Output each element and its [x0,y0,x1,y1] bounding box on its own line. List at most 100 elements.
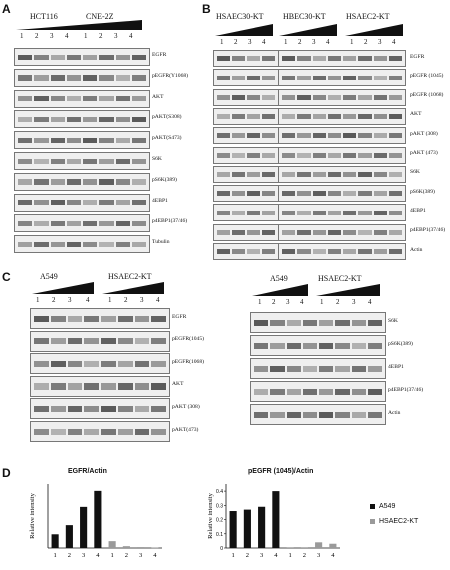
blot-band [254,342,269,349]
blot-band [66,200,81,206]
blot-band [327,133,341,139]
blot-band [312,94,326,100]
blot-band [358,210,372,216]
blot-band [34,158,49,164]
blot-band [84,428,99,435]
blot-band [247,249,260,255]
blot-band [50,241,65,247]
blot-band [50,179,65,185]
y-tick-label: 0.1 [216,532,223,538]
bar [137,547,145,548]
blot-band [50,116,65,123]
lane-number: 1 [84,32,88,40]
blot-band [101,428,116,435]
blot-band [66,54,81,60]
blot-band [282,210,296,216]
blot-band [18,96,33,102]
blot-strip [213,50,279,67]
blot-band [101,338,116,345]
blot-band [151,406,166,413]
lane-number: 4 [65,32,69,40]
blot-band [83,220,98,227]
lane-number: 2 [124,296,128,304]
blot-band [50,220,65,227]
bar [94,490,102,548]
blot-band [117,428,133,435]
blot-band [388,210,402,216]
blot-band [319,388,334,395]
blot-band [18,54,33,60]
legend-swatch-a549 [370,503,375,509]
blot-band [18,116,33,123]
x-tick-label: 1 [232,552,235,559]
blot-band [270,319,285,326]
blot-band [270,365,285,372]
blot-band [117,360,133,367]
blot-band [343,172,357,177]
blot-strip [278,88,406,106]
lane-number: 1 [320,298,324,306]
lane-number: 1 [220,38,224,46]
bar [65,525,73,548]
blot-band [50,338,66,345]
blot-band [101,315,116,322]
blot-band [373,114,387,119]
blot-band [286,365,301,372]
blot-strip [278,127,406,145]
lane-number: 2 [234,38,238,46]
blot-band [388,75,402,81]
lane-number: 3 [248,38,252,46]
blot-band [34,241,49,247]
blot-band [343,229,357,235]
blot-band [217,191,230,197]
blot-band [83,54,98,60]
blot-band [232,191,245,197]
blot-band [297,56,311,62]
legend-label-a549: A549 [379,503,396,510]
blot-band [99,54,114,60]
blot-label: 4EBP1 [152,197,168,204]
blot-band [297,152,311,158]
blot-band [343,56,357,62]
blot-band [18,158,33,164]
blot-band [115,137,130,143]
lane-number: 2 [35,32,39,40]
y-tick-label: 0 [220,546,223,552]
blot-label: EGFR [152,52,167,58]
lane-number: 4 [368,298,372,306]
blot-band [50,137,65,143]
blot-band [66,220,81,227]
blot-band [66,137,81,143]
blot-band [34,179,49,185]
bar [151,547,159,549]
blot-band [282,94,296,100]
blot-strip [14,214,150,233]
panel-a-letter: A [2,2,11,16]
bar [51,534,59,548]
blot-band [302,388,317,395]
blot-strip [14,68,150,87]
panel-c-right-cell-line-1: A549 [270,274,288,283]
blot-strip [213,69,279,87]
blot-band [217,56,230,62]
blot-band [247,172,260,177]
blot-strip [213,127,279,145]
lane-number: 3 [352,298,356,306]
blot-strip [213,107,279,125]
blot-band [254,365,269,372]
panel-b-cell-line-2: HBEC30-KT [283,12,326,21]
blot-band [327,152,341,158]
panel-c-left-wedges [32,282,164,294]
blot-band [134,338,150,345]
blot-label: EGFR [410,53,425,60]
blot-band [115,200,130,206]
blot-band [388,249,402,255]
blot-band [373,133,387,139]
blot-band [101,360,116,367]
blot-band [297,191,311,197]
panel-a-cell-line-1: HCT116 [30,12,58,21]
x-tick-label: 2 [68,552,71,559]
blot-strip [213,88,279,106]
blot-strip [250,312,386,333]
blot-band [327,172,341,177]
